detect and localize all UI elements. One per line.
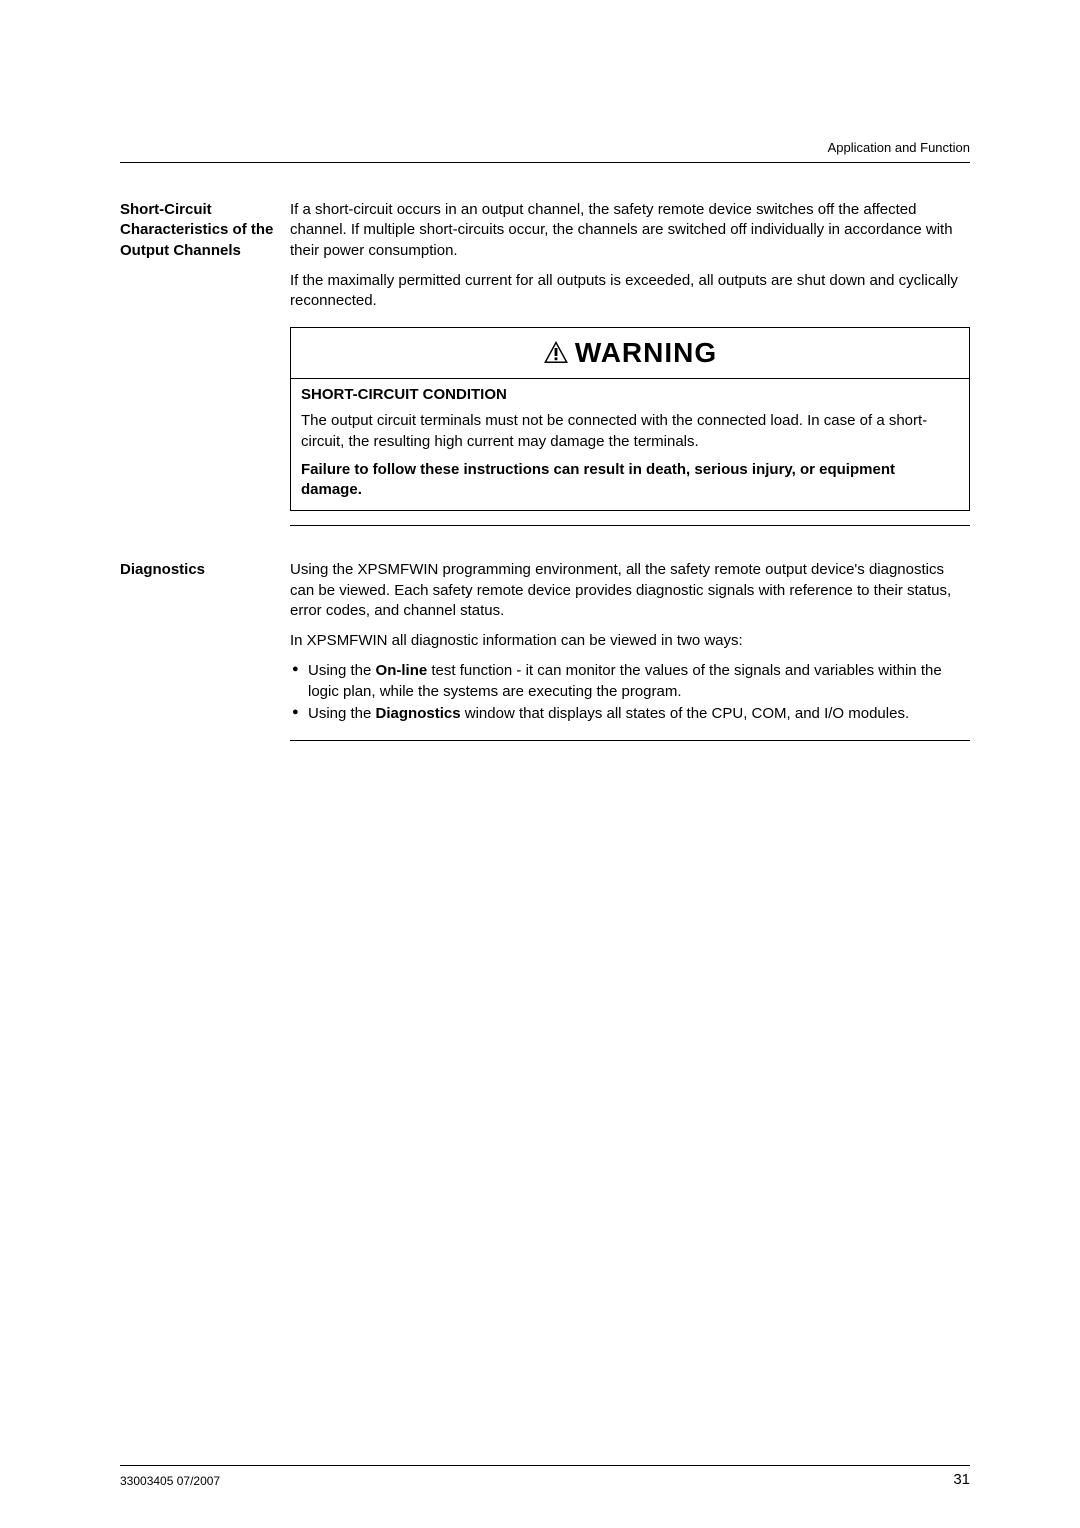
list-item: Using the On-line test function - it can… xyxy=(290,661,970,702)
bullet-text-post: window that displays all states of the C… xyxy=(461,705,910,722)
warning-failure-text: Failure to follow these instructions can… xyxy=(301,460,959,501)
footer-page-number: 31 xyxy=(953,1471,970,1488)
warning-text: The output circuit terminals must not be… xyxy=(301,411,959,452)
page-content: Short-Circuit Characteristics of the Out… xyxy=(120,200,970,775)
footer-docnum: 33003405 07/2007 xyxy=(120,1474,220,1488)
running-header: Application and Function xyxy=(828,140,970,155)
section-label-short-circuit: Short-Circuit Characteristics of the Out… xyxy=(120,200,290,542)
bullet-text-bold: Diagnostics xyxy=(376,705,461,722)
bullet-list: Using the On-line test function - it can… xyxy=(290,661,970,724)
bullet-text-pre: Using the xyxy=(308,662,376,679)
warning-box: WARNING SHORT-CIRCUIT CONDITION The outp… xyxy=(290,327,970,511)
list-item: Using the Diagnostics window that displa… xyxy=(290,704,970,724)
warning-triangle-icon xyxy=(543,336,569,374)
section-divider xyxy=(290,525,970,526)
section-short-circuit: Short-Circuit Characteristics of the Out… xyxy=(120,200,970,542)
paragraph: If the maximally permitted current for a… xyxy=(290,271,970,312)
bullet-text-pre: Using the xyxy=(308,705,376,722)
section-body-short-circuit: If a short-circuit occurs in an output c… xyxy=(290,200,970,542)
warning-title-text: WARNING xyxy=(575,337,717,368)
footer-rule xyxy=(120,1465,970,1466)
paragraph: If a short-circuit occurs in an output c… xyxy=(290,200,970,261)
header-rule xyxy=(120,162,970,163)
section-divider xyxy=(290,740,970,741)
bullet-text-bold: On-line xyxy=(376,662,428,679)
section-label-diagnostics: Diagnostics xyxy=(120,560,290,757)
warning-condition: SHORT-CIRCUIT CONDITION xyxy=(301,385,959,405)
section-diagnostics: Diagnostics Using the XPSMFWIN programmi… xyxy=(120,560,970,757)
warning-body: SHORT-CIRCUIT CONDITION The output circu… xyxy=(291,379,969,510)
warning-header: WARNING xyxy=(291,328,969,379)
section-body-diagnostics: Using the XPSMFWIN programming environme… xyxy=(290,560,970,757)
paragraph: In XPSMFWIN all diagnostic information c… xyxy=(290,631,970,651)
paragraph: Using the XPSMFWIN programming environme… xyxy=(290,560,970,621)
